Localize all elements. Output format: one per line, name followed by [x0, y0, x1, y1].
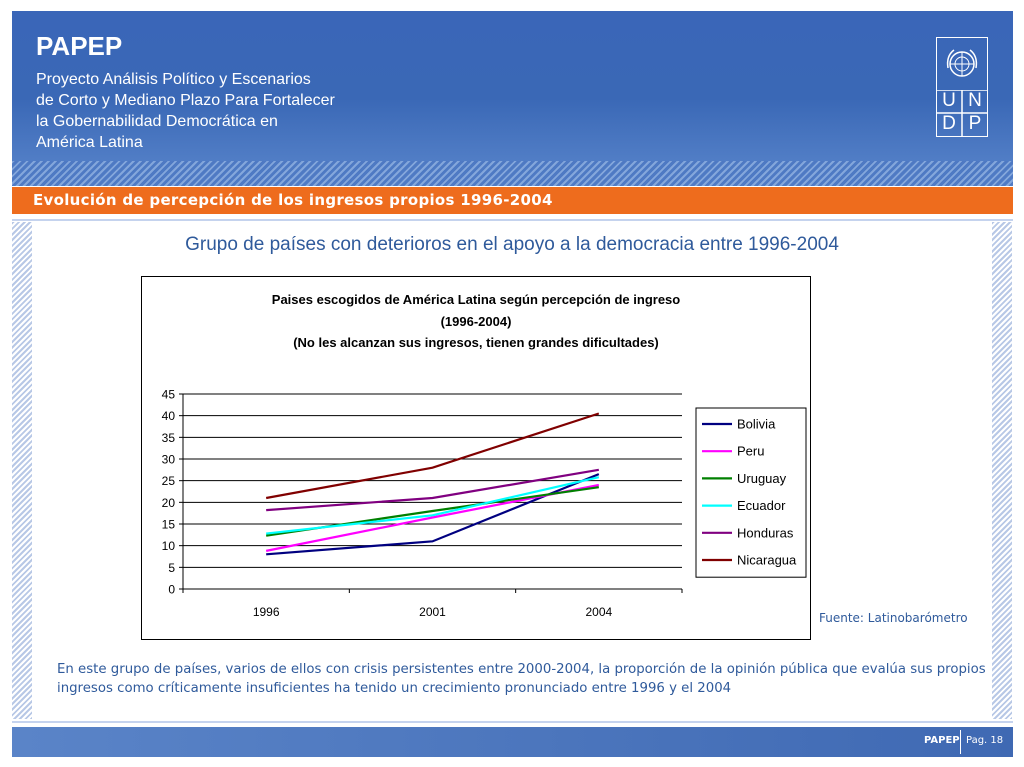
chart-frame: Paises escogidos de América Latina según… — [141, 276, 811, 640]
legend-label: Uruguay — [737, 471, 787, 486]
divider — [12, 219, 1013, 221]
plot-area: 0 5 10 15 20 25 30 35 40 45 1996 2001 2004 — [162, 388, 683, 619]
slide-title: Grupo de países con deterioros en el apo… — [185, 234, 839, 255]
y-tick-label: 5 — [168, 561, 175, 575]
undp-letter: D — [942, 113, 956, 134]
legend-label: Bolivia — [737, 417, 776, 432]
footer-brand: PAPEP — [924, 735, 960, 746]
y-tick-label: 0 — [168, 583, 175, 597]
brand-title: PAPEP — [36, 31, 123, 61]
y-tick-label: 45 — [162, 388, 176, 402]
undp-letter: P — [968, 113, 982, 134]
series-line-nicaragua — [265, 412, 600, 500]
legend-label: Honduras — [737, 525, 794, 540]
header-banner: PAPEP Proyecto Análisis Político y Escen… — [12, 11, 1013, 186]
header-stripe — [12, 161, 1013, 186]
x-tick-label: 2001 — [419, 605, 446, 619]
x-tick-label: 1996 — [253, 605, 280, 619]
undp-logo: U N D P — [936, 37, 988, 137]
section-bar: Evolución de percepción de los ingresos … — [12, 187, 1013, 214]
series-line-ecuador — [266, 476, 600, 535]
legend-box — [695, 407, 807, 578]
undp-letter: U — [942, 90, 956, 111]
y-tick-label: 15 — [162, 518, 176, 532]
brand-subtitle: Proyecto Análisis Político y Escenarios … — [36, 71, 335, 151]
legend-label: Ecuador — [737, 498, 786, 513]
footer-bar: PAPEP Pag. 18 — [12, 727, 1013, 757]
chart-subtitle: (1996-2004) — [441, 314, 512, 329]
legend-label: Nicaragua — [737, 553, 797, 568]
footer-separator — [960, 730, 961, 754]
y-tick-label: 20 — [162, 496, 176, 510]
x-tick-label: 2004 — [585, 605, 612, 619]
y-tick-label: 25 — [162, 474, 176, 488]
section-title: Evolución de percepción de los ingresos … — [33, 191, 553, 209]
description-paragraph: En este grupo de países, varios de ellos… — [57, 662, 986, 696]
y-tick-label: 10 — [162, 539, 176, 553]
undp-grid — [937, 90, 987, 136]
undp-letter: N — [968, 90, 982, 111]
line-chart: Paises escogidos de América Latina según… — [162, 292, 807, 619]
right-hatch-border — [992, 222, 1012, 719]
chart-title: Paises escogidos de América Latina según… — [272, 292, 680, 307]
y-tick-label: 35 — [162, 431, 176, 445]
divider — [12, 721, 1013, 723]
legend-label: Peru — [737, 444, 764, 459]
legend: Bolivia Peru Uruguay Ecuador Honduras Nicarag… — [695, 407, 807, 578]
source-note: Fuente: Latinobarómetro — [819, 611, 968, 625]
series-line-honduras — [266, 468, 600, 512]
y-tick-label: 30 — [162, 453, 176, 467]
y-tick-label: 40 — [162, 409, 176, 423]
page-number: Pag. 18 — [966, 735, 1004, 746]
un-emblem-icon — [946, 49, 978, 77]
left-hatch-border — [12, 222, 32, 719]
chart-note: (No les alcanzan sus ingresos, tienen gr… — [293, 335, 659, 350]
